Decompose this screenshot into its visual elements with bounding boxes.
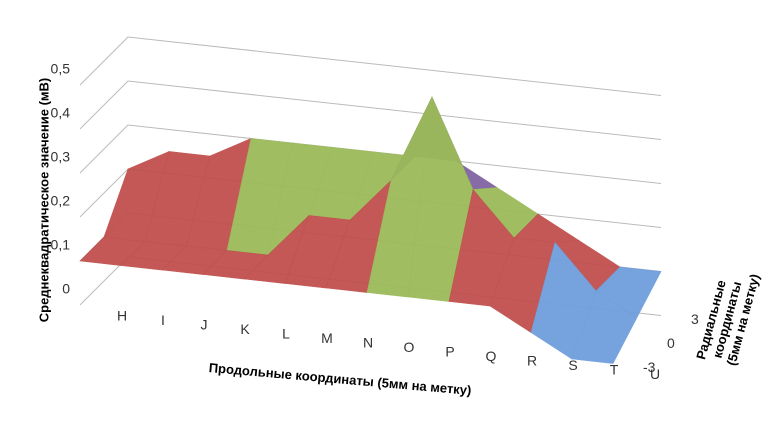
x-tick-label: N xyxy=(363,335,373,351)
x-tick-label: H xyxy=(117,308,127,324)
surface-cell xyxy=(571,290,638,364)
x-tick-label: I xyxy=(161,312,165,328)
x-axis-title: Продольные координаты (5мм на метку) xyxy=(208,360,472,398)
x-tick-label: M xyxy=(321,330,333,346)
x-tick-label: U xyxy=(650,366,660,382)
grid-line xyxy=(79,36,662,96)
grid-line xyxy=(79,80,662,140)
y-axis-title: Среднеквадратическое значение (мВ) xyxy=(36,78,51,323)
x-tick-label: O xyxy=(404,339,415,355)
x-tick-label: J xyxy=(201,317,208,333)
y-tick-label: 0,4 xyxy=(51,105,71,121)
x-tick-label: R xyxy=(527,353,537,369)
grid-line xyxy=(79,124,662,184)
y-tick-label: 0,3 xyxy=(51,149,71,165)
x-tick-label: L xyxy=(282,326,290,342)
y-tick-label: 0,1 xyxy=(51,237,71,253)
y-tick-label: 0 xyxy=(62,281,70,297)
depth-tick-label: -3 xyxy=(643,359,656,375)
x-tick-label: S xyxy=(568,357,577,373)
y-tick-label: 0,5 xyxy=(51,61,71,77)
depth-tick-label: 0 xyxy=(667,335,675,351)
x-tick-label: T xyxy=(610,362,619,378)
depth-tick-label: 3 xyxy=(691,311,699,327)
y-tick-label: 0,2 xyxy=(51,193,71,209)
x-tick-label: Q xyxy=(486,348,497,364)
x-tick-label: P xyxy=(445,344,454,360)
x-tick-label: K xyxy=(240,321,250,337)
